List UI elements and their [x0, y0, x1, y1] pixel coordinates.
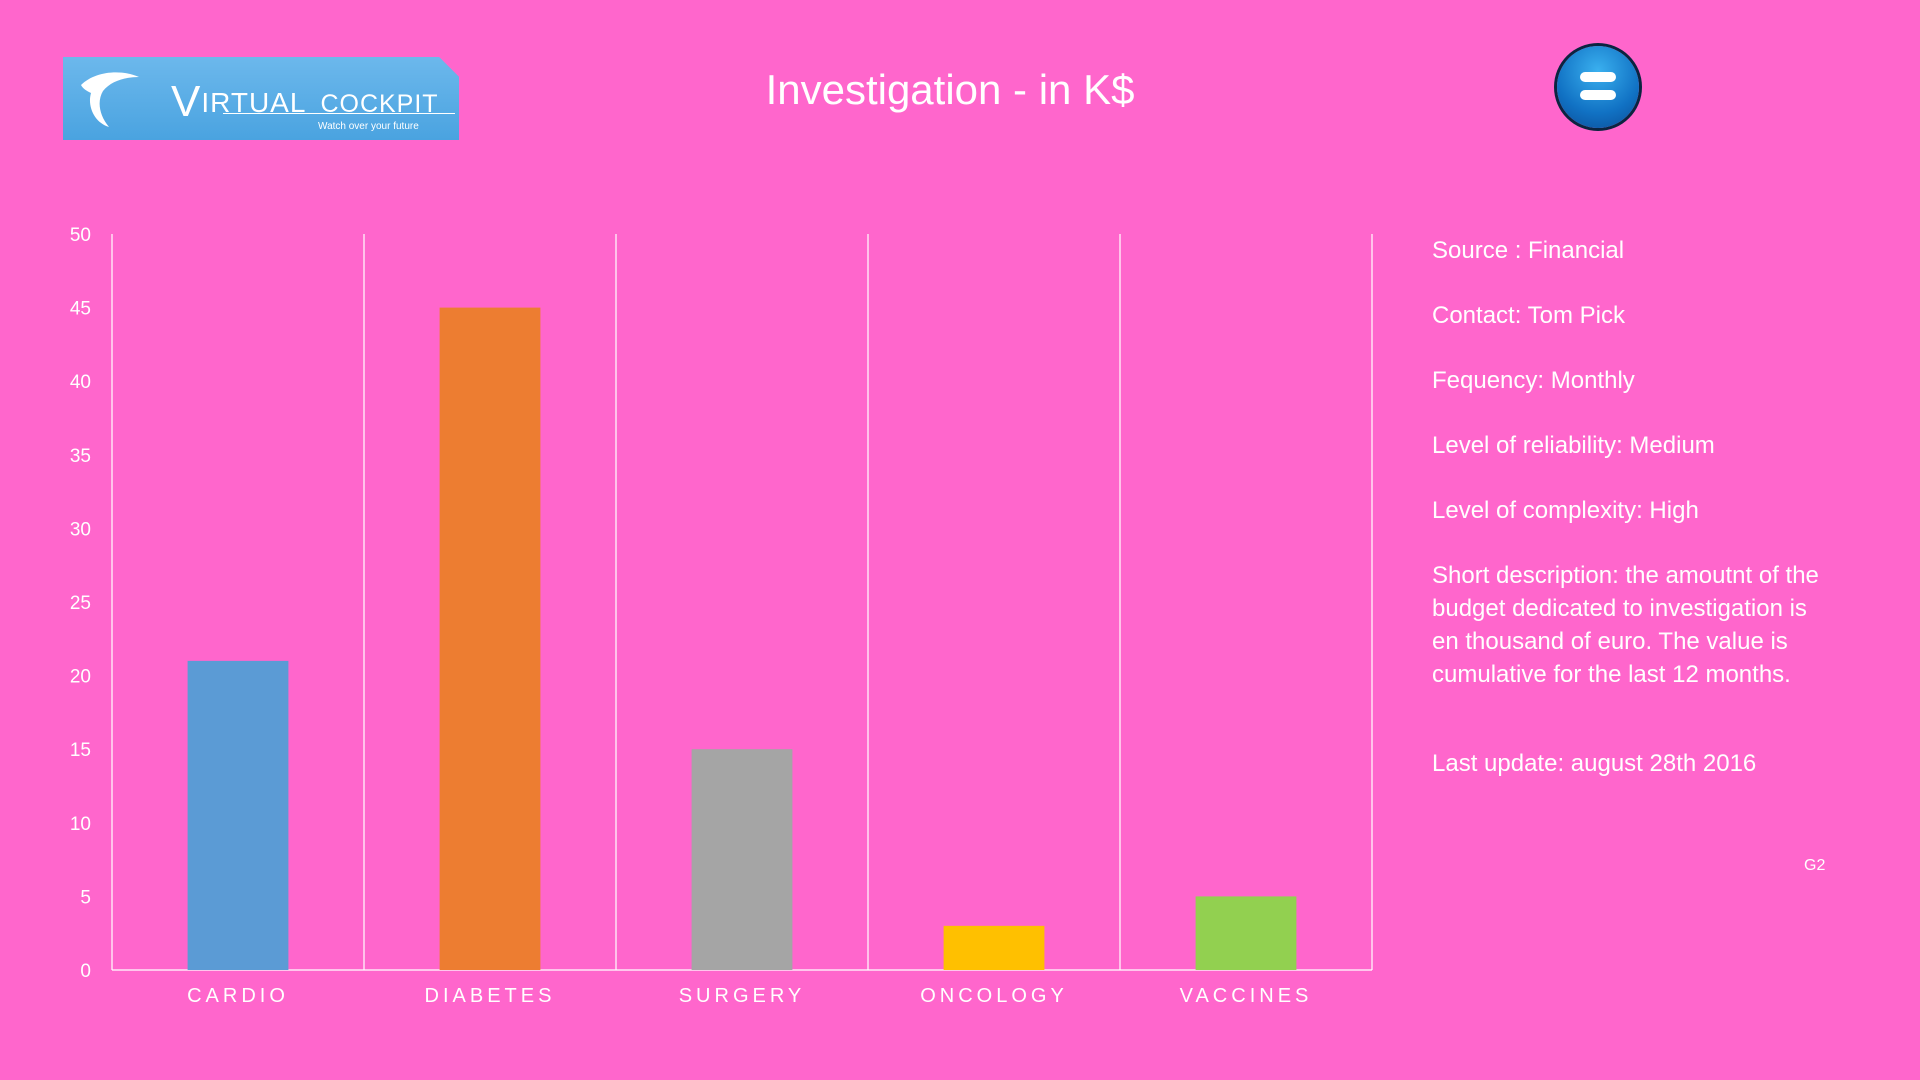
- logo-underline: [223, 113, 455, 114]
- x-tick-label: VACCINES: [1180, 985, 1313, 1007]
- info-frequency: Fequency: Monthly: [1432, 367, 1635, 394]
- eagle-icon: [81, 72, 139, 127]
- page-title: Investigation - in K$: [765, 66, 1135, 113]
- info-complexity: Level of complexity: High: [1432, 497, 1699, 524]
- info-last-update: Last update: august 28th 2016: [1432, 750, 1757, 777]
- y-tick-label: 35: [70, 446, 91, 467]
- bar-surgery: [691, 749, 793, 970]
- logo-tagline: Watch over your future: [318, 121, 419, 132]
- menu-icon-bar: [1580, 72, 1616, 82]
- virtual-cockpit-logo: VIRTUAL COCKPIT Watch over your future: [63, 57, 459, 140]
- info-contact: Contact: Tom Pick: [1432, 302, 1625, 329]
- y-tick-label: 40: [70, 372, 91, 393]
- y-tick-label: 0: [80, 961, 91, 982]
- y-tick-label: 20: [70, 667, 91, 688]
- menu-icon-bar: [1580, 90, 1616, 100]
- chart-code: G2: [1804, 857, 1826, 874]
- logo-corner-cut: [439, 57, 459, 77]
- bar-vaccines: [1195, 896, 1297, 970]
- y-tick-label: 30: [70, 519, 91, 540]
- logo-wordmark: VIRTUAL COCKPIT: [171, 77, 439, 126]
- info-reliability: Level of reliability: Medium: [1432, 432, 1715, 459]
- y-tick-label: 5: [80, 887, 91, 908]
- x-tick-label: SURGERY: [679, 985, 806, 1007]
- info-description: Short description: the amoutnt of the bu…: [1432, 562, 1819, 688]
- bar-diabetes: [439, 307, 541, 971]
- menu-button[interactable]: [1557, 46, 1639, 128]
- y-tick-label: 50: [70, 225, 91, 246]
- x-tick-label: ONCOLOGY: [920, 985, 1068, 1007]
- bar-oncology: [943, 925, 1045, 970]
- x-tick-label: CARDIO: [187, 985, 289, 1007]
- y-tick-label: 25: [70, 593, 91, 614]
- bar-cardio: [187, 660, 289, 970]
- y-tick-label: 45: [70, 299, 91, 320]
- y-tick-label: 15: [70, 740, 91, 761]
- investigation-bar-chart: 0 5 10 15 20 25 30 35 40 45 50 CARDIO DIABETES SURGER…: [70, 225, 1373, 1007]
- info-source: Source : Financial: [1432, 237, 1625, 264]
- x-tick-label: DIABETES: [425, 985, 556, 1007]
- info-panel: Source : Financial Contact: Tom Pick Feq…: [1432, 234, 1832, 812]
- y-tick-label: 10: [70, 814, 91, 835]
